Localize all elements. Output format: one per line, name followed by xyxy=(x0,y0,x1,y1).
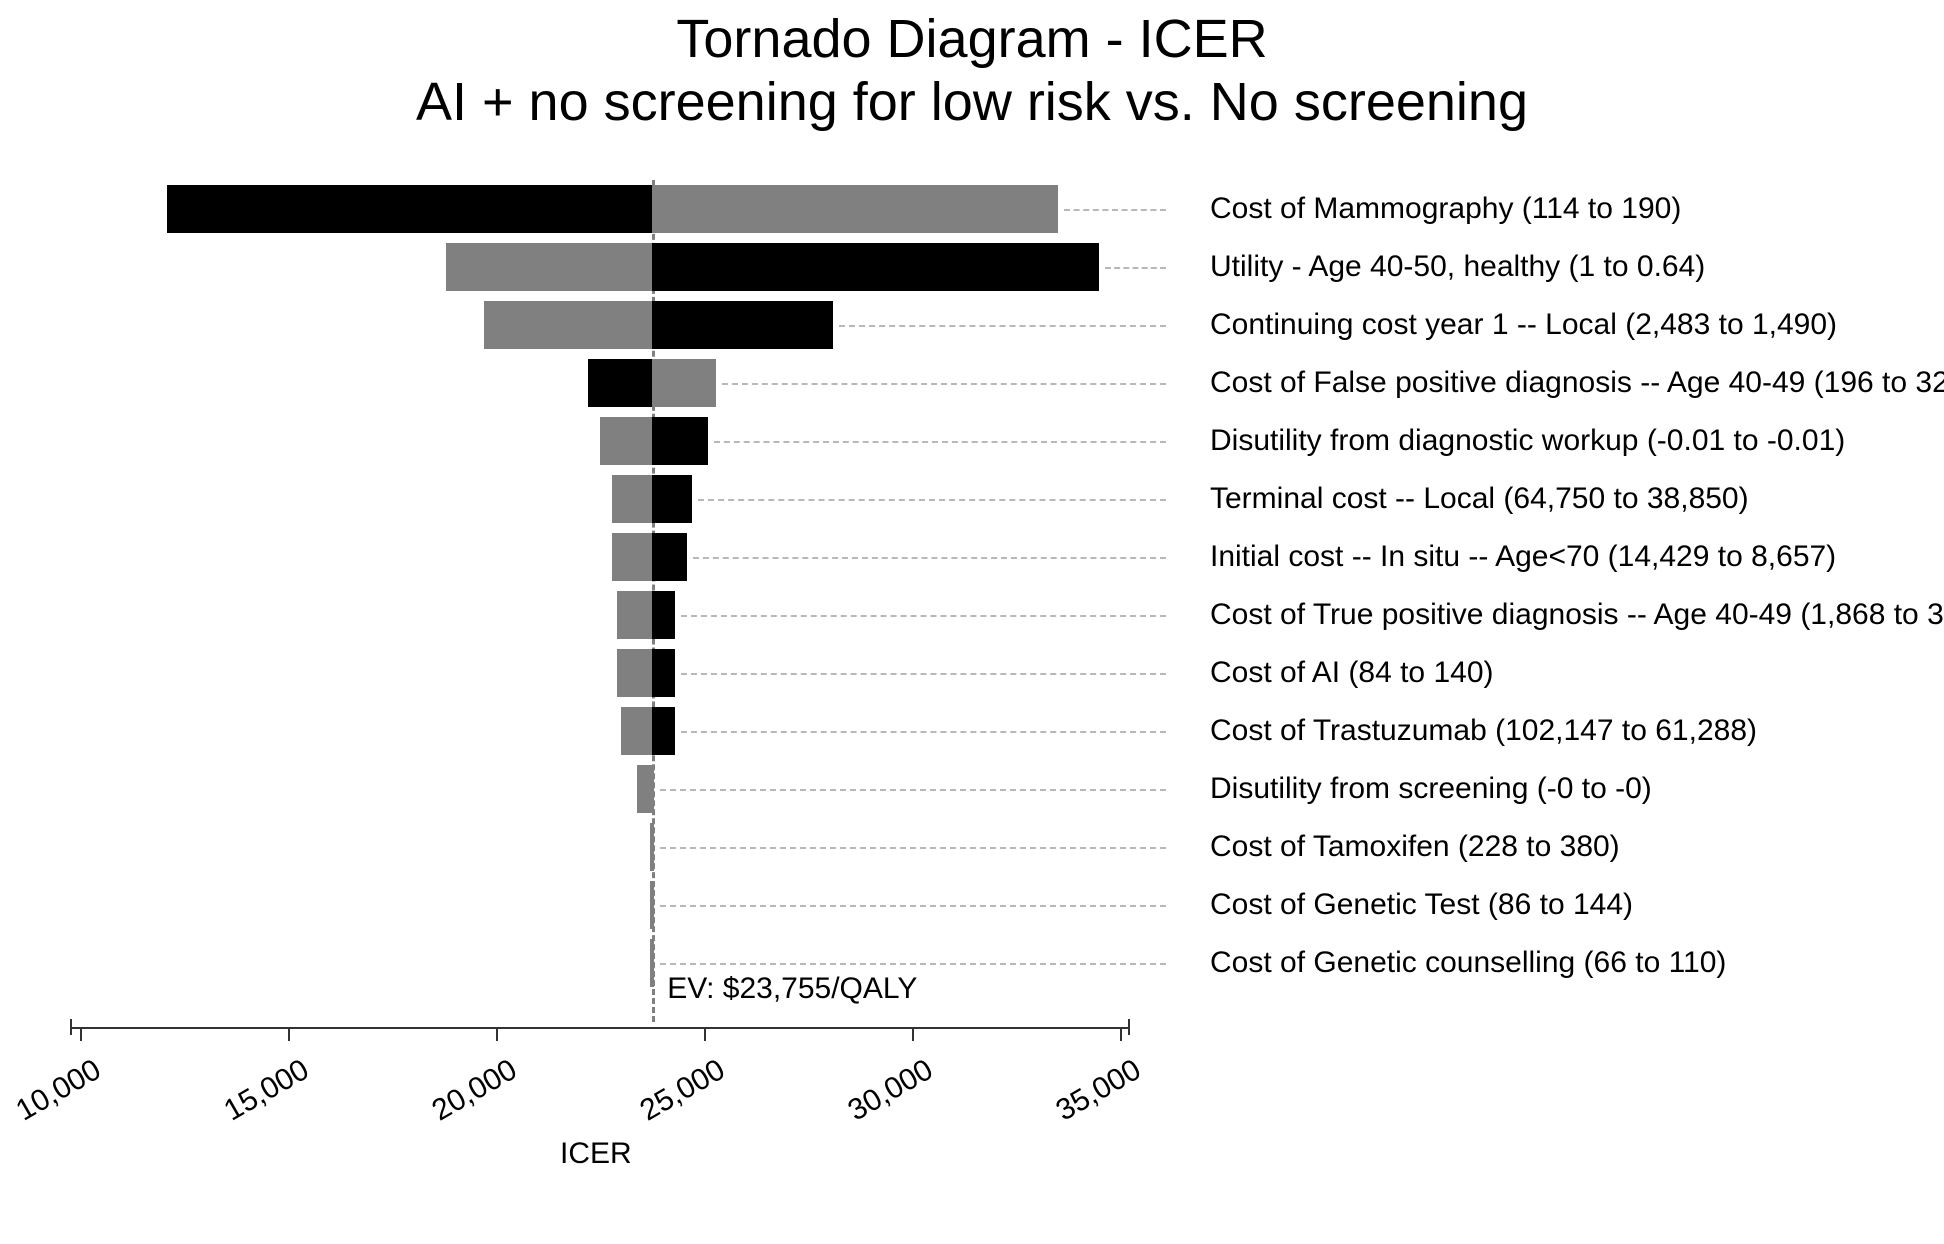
bar-right xyxy=(652,591,675,639)
x-tick-label: 15,000 xyxy=(211,1053,315,1132)
guide-line xyxy=(681,615,1166,617)
guide-line xyxy=(660,789,1166,791)
row-label: Cost of Genetic Test (86 to 144) xyxy=(1210,888,1633,922)
x-tick-label: 30,000 xyxy=(835,1053,939,1132)
row-label: Initial cost -- In situ -- Age<70 (14,42… xyxy=(1210,540,1836,574)
x-axis-label: ICER xyxy=(560,1137,632,1171)
bar-left xyxy=(621,707,652,755)
bar-left xyxy=(637,765,652,813)
guide-line xyxy=(660,963,1166,965)
row-label: Cost of Trastuzumab (102,147 to 61,288) xyxy=(1210,714,1757,748)
chart-title: Tornado Diagram - ICER AI + no screening… xyxy=(0,10,1944,133)
tornado-row xyxy=(80,354,1120,412)
bar-right xyxy=(652,881,654,929)
bar-right xyxy=(652,185,1057,233)
tornado-row xyxy=(80,876,1120,934)
x-tick xyxy=(704,1027,706,1041)
row-label: Cost of True positive diagnosis -- Age 4… xyxy=(1210,598,1944,632)
bar-right xyxy=(652,765,654,813)
guide-line xyxy=(714,441,1166,443)
tornado-row xyxy=(80,644,1120,702)
bar-left xyxy=(612,475,652,523)
x-tick-label: 25,000 xyxy=(627,1053,731,1132)
tornado-row xyxy=(80,702,1120,760)
tornado-row xyxy=(80,760,1120,818)
tornado-row xyxy=(80,296,1120,354)
bar-left xyxy=(484,301,653,349)
bar-left xyxy=(617,649,653,697)
bar-left xyxy=(588,359,653,407)
tornado-row xyxy=(80,586,1120,644)
bar-right xyxy=(652,475,691,523)
axis-cap xyxy=(1128,1019,1130,1035)
guide-line xyxy=(660,847,1166,849)
x-tick xyxy=(80,1027,82,1041)
tornado-row xyxy=(80,180,1120,238)
row-label: Cost of False positive diagnosis -- Age … xyxy=(1210,366,1944,400)
row-label: Cost of Tamoxifen (228 to 380) xyxy=(1210,830,1620,864)
x-axis: 10,00015,00020,00025,00030,00035,000 xyxy=(80,1027,1120,1107)
bar-right xyxy=(652,533,687,581)
row-label: Utility - Age 40-50, healthy (1 to 0.64) xyxy=(1210,250,1705,284)
bar-left xyxy=(600,417,652,465)
tornado-row xyxy=(80,934,1120,992)
bar-right xyxy=(652,939,654,987)
guide-line xyxy=(839,325,1166,327)
plot-area xyxy=(80,180,1120,992)
title-line-1: Tornado Diagram - ICER xyxy=(0,10,1944,69)
bar-left xyxy=(617,591,653,639)
x-tick xyxy=(1120,1027,1122,1041)
bar-right xyxy=(652,649,675,697)
row-label: Cost of Genetic counselling (66 to 110) xyxy=(1210,946,1726,980)
tornado-row xyxy=(80,528,1120,586)
row-label: Disutility from diagnostic workup (-0.01… xyxy=(1210,424,1845,458)
row-label: Cost of Mammography (114 to 190) xyxy=(1210,192,1681,226)
bar-right xyxy=(652,301,833,349)
tornado-row xyxy=(80,818,1120,876)
bar-left xyxy=(612,533,652,581)
bar-right xyxy=(652,417,708,465)
guide-line xyxy=(1105,267,1166,269)
row-label: Disutility from screening (-0 to -0) xyxy=(1210,772,1652,806)
bar-left xyxy=(167,185,652,233)
tornado-row xyxy=(80,412,1120,470)
row-label: Cost of AI (84 to 140) xyxy=(1210,656,1494,690)
x-tick-label: 10,000 xyxy=(3,1053,107,1132)
bar-left xyxy=(446,243,652,291)
tornado-row xyxy=(80,470,1120,528)
bar-right xyxy=(652,823,654,871)
guide-line xyxy=(693,557,1166,559)
guide-line xyxy=(1064,209,1166,211)
bar-right xyxy=(652,243,1099,291)
guide-line xyxy=(698,499,1166,501)
x-tick xyxy=(288,1027,290,1041)
title-line-2: AI + no screening for low risk vs. No sc… xyxy=(0,73,1944,132)
x-tick xyxy=(912,1027,914,1041)
x-tick-label: 20,000 xyxy=(419,1053,523,1132)
tornado-diagram: Tornado Diagram - ICER AI + no screening… xyxy=(0,0,1944,1244)
axis-line xyxy=(70,1027,1130,1029)
bar-right xyxy=(652,707,675,755)
axis-cap xyxy=(70,1019,72,1035)
guide-line xyxy=(681,673,1166,675)
row-label: Continuing cost year 1 -- Local (2,483 t… xyxy=(1210,308,1837,342)
ev-label: EV: $23,755/QALY xyxy=(667,972,917,1006)
guide-line xyxy=(660,905,1166,907)
x-tick xyxy=(496,1027,498,1041)
guide-line xyxy=(722,383,1166,385)
row-label: Terminal cost -- Local (64,750 to 38,850… xyxy=(1210,482,1749,516)
guide-line xyxy=(681,731,1166,733)
tornado-row xyxy=(80,238,1120,296)
x-tick-label: 35,000 xyxy=(1043,1053,1147,1132)
bar-right xyxy=(652,359,716,407)
